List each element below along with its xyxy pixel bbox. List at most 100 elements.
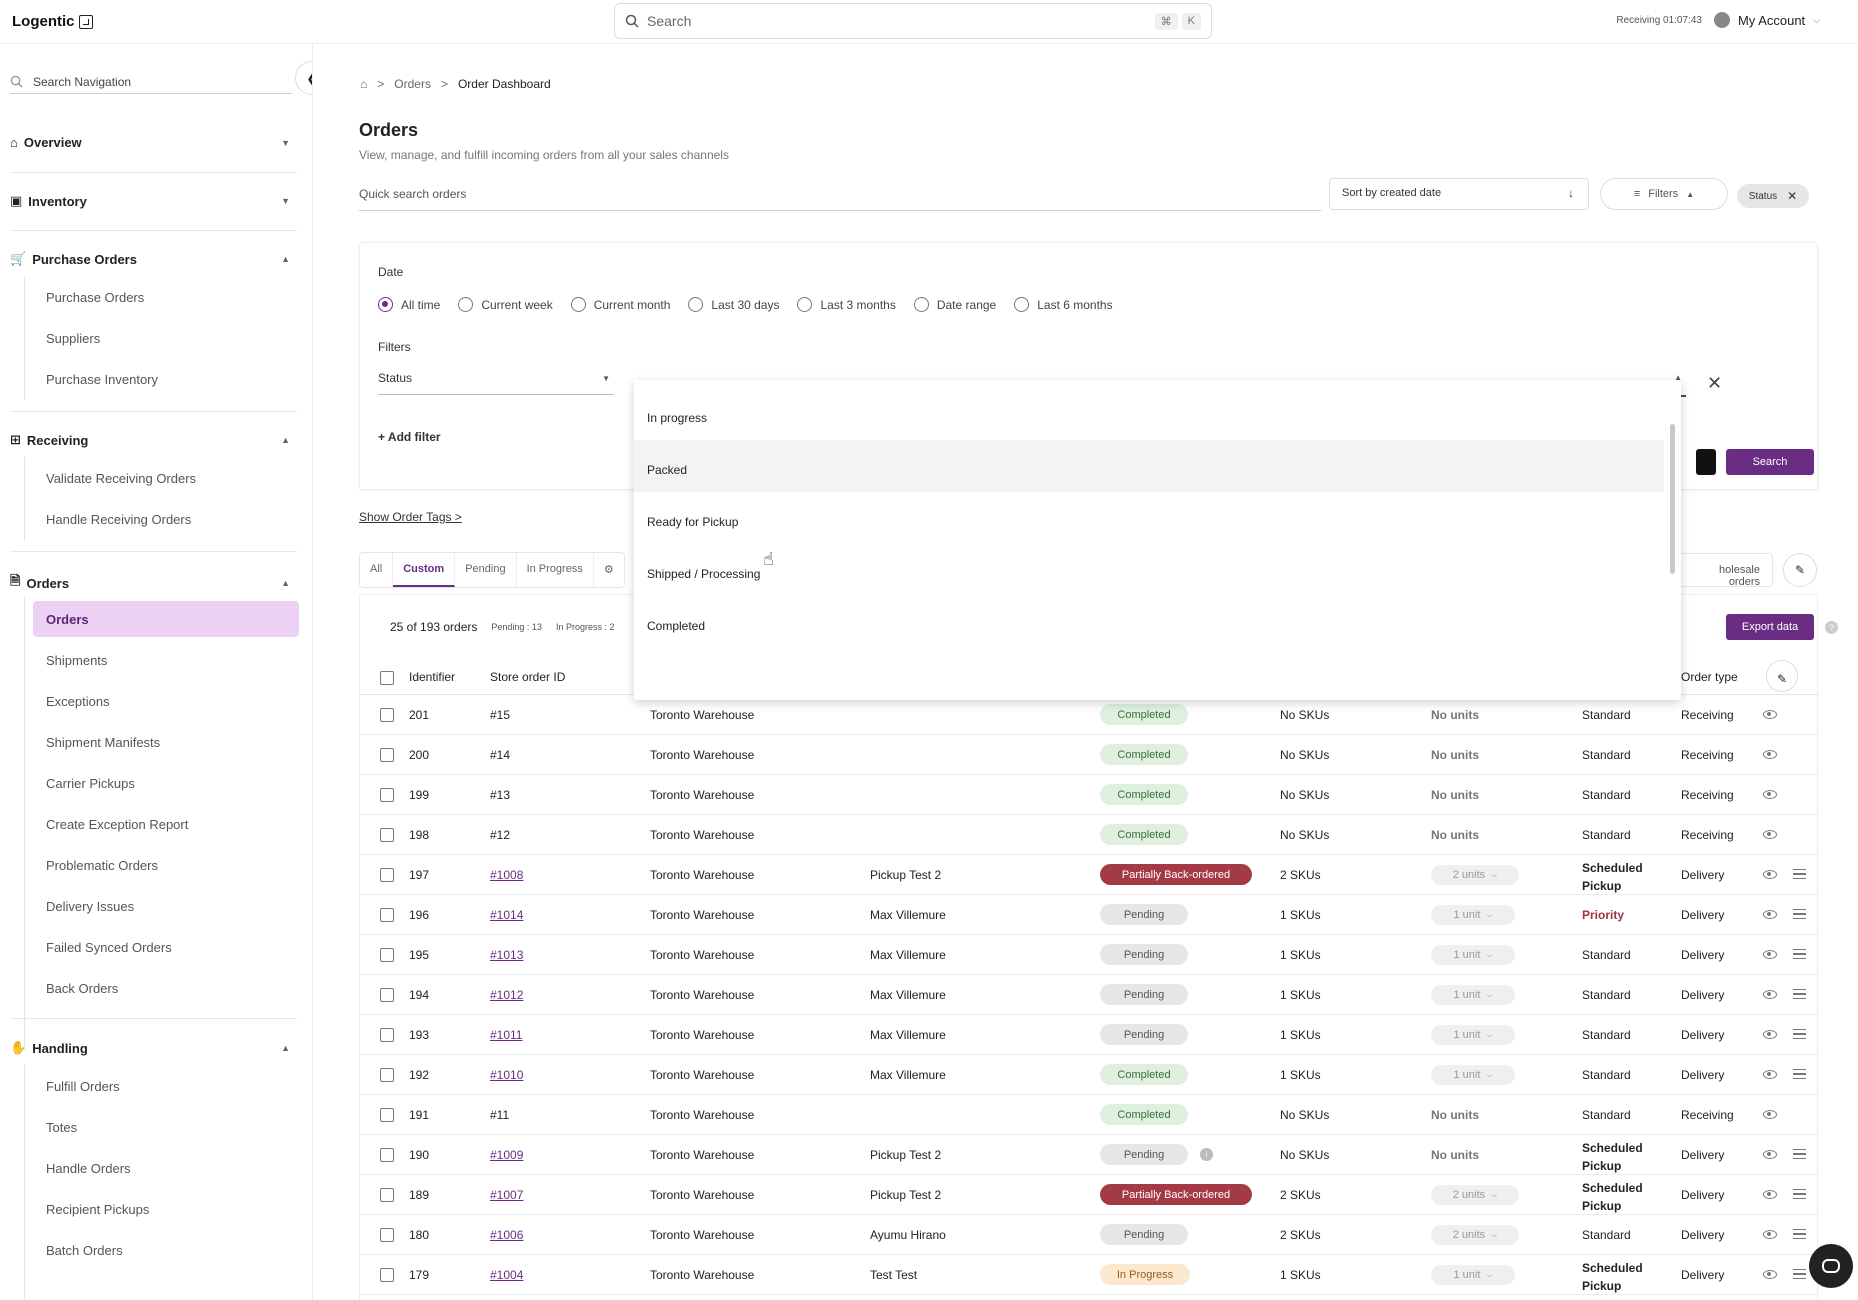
breadcrumb-orders-link[interactable]: Orders [394, 77, 431, 91]
dropdown-option-completed[interactable]: Completed [647, 619, 706, 633]
units-dropdown[interactable]: 2 units ⌵ [1431, 1185, 1519, 1205]
column-store-order-id[interactable]: Store order ID [490, 670, 566, 684]
nav-item-back-orders[interactable]: Back Orders [46, 981, 119, 996]
table-row[interactable]: 180 #1006 Toronto Warehouse Ayumu Hirano Pen… [360, 1215, 1819, 1255]
menu-icon[interactable] [1793, 1229, 1806, 1239]
row-checkbox[interactable] [380, 1148, 394, 1162]
units-dropdown[interactable]: 1 unit ⌵ [1431, 1025, 1515, 1045]
tab-wholesale-orders[interactable]: holesale orders [1673, 553, 1773, 588]
eye-icon[interactable] [1763, 950, 1777, 959]
radio-current-week[interactable]: Current week [458, 297, 553, 312]
menu-icon[interactable] [1793, 1069, 1806, 1079]
dropdown-option-shipped-processing[interactable]: Shipped / Processing [647, 567, 761, 581]
row-checkbox[interactable] [380, 868, 394, 882]
dropdown-option-packed[interactable]: Packed [634, 440, 1664, 492]
nav-item-batch-orders[interactable]: Batch Orders [46, 1243, 123, 1258]
radio-date-range[interactable]: Date range [913, 297, 996, 312]
table-row[interactable]: 201 #15 Toronto Warehouse Completed No SKUs N… [360, 695, 1819, 735]
select-all-checkbox[interactable] [380, 671, 394, 685]
nav-item-exceptions[interactable]: Exceptions [46, 694, 110, 709]
chat-support-button[interactable] [1809, 1244, 1853, 1288]
tab-custom[interactable]: Custom [393, 553, 456, 587]
menu-icon[interactable] [1793, 1189, 1806, 1199]
export-data-button[interactable]: Export data [1726, 614, 1814, 640]
tab-settings-icon[interactable]: ⚙ [603, 564, 614, 576]
row-checkbox[interactable] [380, 1028, 394, 1042]
store-order-id-cell[interactable]: #1004 [490, 1268, 524, 1282]
store-order-id-cell[interactable]: #1013 [490, 948, 524, 962]
remove-filter-close-icon[interactable]: ✕ [1707, 373, 1723, 393]
tab-pending[interactable]: Pending [455, 553, 517, 587]
units-dropdown[interactable]: 1 unit ⌵ [1431, 1265, 1515, 1285]
nav-section-purchase-orders[interactable]: 🛒 Purchase Orders ▲ [10, 251, 290, 267]
radio-last-30-days[interactable]: Last 30 days [688, 297, 779, 312]
table-row[interactable]: 197 #1008 Toronto Warehouse Pickup Test 2 Pa… [360, 855, 1819, 895]
eye-icon[interactable] [1763, 1150, 1777, 1159]
eye-icon[interactable] [1763, 1030, 1777, 1039]
units-dropdown[interactable]: 1 unit ⌵ [1431, 1065, 1515, 1085]
nav-section-handling[interactable]: ✋ Handling ▲ [10, 1040, 290, 1056]
status-filter-chip[interactable]: Status ✕ [1737, 184, 1809, 208]
table-row[interactable]: 196 #1014 Toronto Warehouse Max Villemure Pe… [360, 895, 1819, 935]
menu-icon[interactable] [1793, 869, 1806, 879]
nav-item-failed-synced-orders[interactable]: Failed Synced Orders [46, 940, 172, 955]
table-row[interactable]: 189 #1007 Toronto Warehouse Pickup Test 2 Pa… [360, 1175, 1819, 1215]
store-order-id-cell[interactable]: #1009 [490, 1148, 524, 1162]
table-row[interactable]: 179 #1004 Toronto Warehouse Test Test In Pro… [360, 1255, 1819, 1295]
eye-icon[interactable] [1763, 870, 1777, 879]
filter-field-select[interactable]: Status ▼ [378, 371, 614, 395]
menu-icon[interactable] [1793, 949, 1806, 959]
table-row[interactable]: 195 #1013 Toronto Warehouse Max Villemure Pe… [360, 935, 1819, 975]
menu-icon[interactable] [1793, 1269, 1806, 1279]
nav-item-validate-receiving[interactable]: Validate Receiving Orders [46, 471, 197, 486]
radio-current-month[interactable]: Current month [570, 297, 670, 312]
global-search-input[interactable]: Search ⌘ K [614, 3, 1212, 39]
eye-icon[interactable] [1763, 910, 1777, 919]
row-checkbox[interactable] [380, 908, 394, 922]
dropdown-option-in-progress[interactable]: In progress [647, 411, 708, 425]
help-icon[interactable]: ? [1825, 621, 1838, 634]
edit-columns-button[interactable]: ✎ [1766, 660, 1798, 692]
nav-item-handle-orders[interactable]: Handle Orders [46, 1161, 131, 1176]
menu-icon[interactable] [1793, 1149, 1806, 1159]
quick-search-input[interactable]: Quick search orders [359, 187, 1321, 211]
table-row[interactable]: 193 #1011 Toronto Warehouse Max Villemure Pe… [360, 1015, 1819, 1055]
column-order-type[interactable]: Order type [1681, 670, 1738, 684]
nav-item-orders[interactable]: Orders [46, 612, 89, 627]
eye-icon[interactable] [1763, 830, 1777, 839]
row-checkbox[interactable] [380, 828, 394, 842]
nav-item-purchase-inventory[interactable]: Purchase Inventory [46, 372, 159, 387]
close-icon[interactable]: ✕ [1787, 189, 1798, 203]
nav-section-receiving[interactable]: ⊞ Receiving ▲ [10, 432, 290, 448]
nav-item-purchase-orders[interactable]: Purchase Orders [46, 290, 145, 305]
edit-tabs-button[interactable]: ✎ [1783, 553, 1817, 587]
eye-icon[interactable] [1763, 790, 1777, 799]
store-order-id-cell[interactable]: #1011 [490, 1028, 523, 1042]
app-logo[interactable]: Logentic [12, 13, 93, 30]
store-order-id-cell[interactable]: #1012 [490, 988, 524, 1002]
eye-icon[interactable] [1763, 750, 1777, 759]
units-dropdown[interactable]: 1 unit ⌵ [1431, 945, 1515, 965]
nav-item-carrier-pickups[interactable]: Carrier Pickups [46, 776, 135, 791]
eye-icon[interactable] [1763, 1190, 1777, 1199]
nav-item-totes[interactable]: Totes [46, 1120, 78, 1135]
dropdown-scrollbar[interactable] [1670, 424, 1675, 574]
column-identifier[interactable]: Identifier [409, 670, 456, 684]
units-dropdown[interactable]: 1 unit ⌵ [1431, 905, 1515, 925]
radio-last-3-months[interactable]: Last 3 months [797, 297, 896, 312]
account-menu[interactable]: My Account ⌵ [1713, 12, 1820, 28]
info-icon[interactable]: i [1200, 1148, 1213, 1161]
radio-last-6-months[interactable]: Last 6 months [1014, 297, 1113, 312]
store-order-id-cell[interactable]: #1006 [490, 1228, 524, 1242]
row-checkbox[interactable] [380, 988, 394, 1002]
store-order-id-cell[interactable]: #1014 [490, 908, 524, 922]
units-dropdown[interactable]: 2 units ⌵ [1431, 865, 1519, 885]
units-dropdown[interactable]: 2 units ⌵ [1431, 1225, 1519, 1245]
store-order-id-cell[interactable]: #1008 [490, 868, 524, 882]
nav-item-fulfill-orders[interactable]: Fulfill Orders [46, 1079, 120, 1094]
table-row[interactable]: 194 #1012 Toronto Warehouse Max Villemure Pe… [360, 975, 1819, 1015]
store-order-id-cell[interactable]: #1010 [490, 1068, 524, 1082]
nav-item-handle-receiving[interactable]: Handle Receiving Orders [46, 512, 192, 527]
eye-icon[interactable] [1763, 1270, 1777, 1279]
row-checkbox[interactable] [380, 948, 394, 962]
